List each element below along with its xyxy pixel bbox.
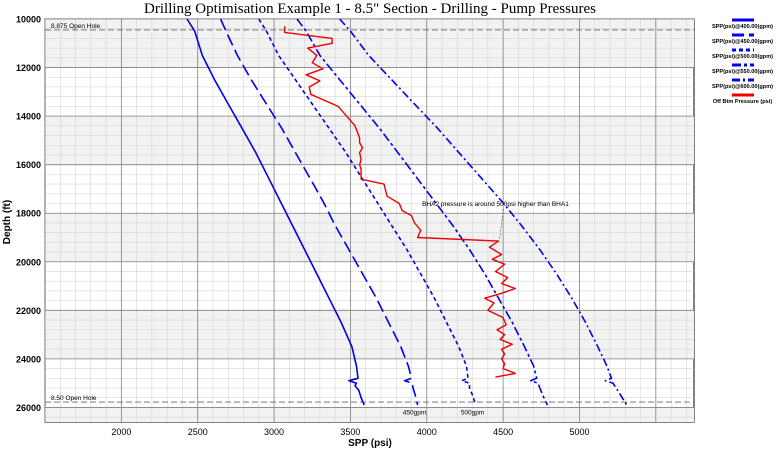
annotation-text: BHA2 pressure is around 500psi higher th…	[422, 201, 569, 208]
series-line-6	[284, 26, 516, 378]
y-tick-label: 24000	[16, 354, 41, 364]
legend-label: SPP(psi)@600.00(gpm)	[711, 84, 774, 90]
legend-item: SPP(psi)@450.00(gpm)	[703, 31, 782, 46]
chart-title: Drilling Optimisation Example 1 - 8.5" S…	[144, 1, 596, 17]
legend-label: Off Btm Pressure (psi)	[712, 99, 773, 105]
x-tick-labels: 2000 2500 3000 3500 4000 4500 5000	[111, 427, 589, 437]
y-axis-label: Depth (ft)	[2, 200, 13, 244]
x-tick-label: 3000	[264, 427, 284, 437]
x-axis-label: SPP (psi)	[348, 438, 392, 449]
legend-item: SPP(psi)@500.00(gpm)	[703, 46, 782, 61]
grid-band	[45, 407, 694, 422]
pump-pressure-chart: 2000 2500 3000 3500 4000 4500 5000 10000120001…	[2, 15, 695, 449]
legend-swatch	[731, 18, 754, 22]
legend-swatch	[731, 78, 754, 82]
x-tick-label: 4500	[493, 427, 513, 437]
annotations: 8.875 Open Hole 8.50 Open Hole BHA2 pressu…	[51, 23, 569, 417]
series-group	[186, 18, 628, 406]
y-tick-label: 18000	[16, 209, 41, 219]
minor-grid	[45, 19, 694, 422]
legend-swatch	[731, 48, 754, 52]
grid-band	[45, 116, 694, 165]
open-hole-label: 8.50 Open Hole	[51, 395, 97, 402]
x-tick-label: 4000	[417, 427, 437, 437]
legend-item: SPP(psi)@400.00(gpm)	[703, 16, 782, 31]
grid-band	[45, 310, 694, 359]
open-hole-label: 8.875 Open Hole	[51, 23, 101, 30]
legend: SPP(psi)@400.00(gpm) SPP(psi)@450.00(gpm)…	[703, 16, 782, 106]
legend-swatch	[731, 63, 754, 67]
series-line-3	[258, 18, 477, 406]
open-hole-markers	[45, 29, 694, 403]
y-tick-label: 12000	[16, 63, 41, 73]
annotation-text: 450gpm	[403, 410, 427, 417]
y-tick-label: 16000	[16, 160, 41, 170]
annotation-text: 500gpm	[461, 410, 485, 417]
legend-label: SPP(psi)@450.00(gpm)	[711, 39, 774, 45]
legend-label: SPP(psi)@400.00(gpm)	[711, 24, 774, 30]
series-line-5	[339, 18, 628, 406]
y-tick-label: 10000	[16, 15, 41, 25]
x-tick-label: 5000	[569, 427, 589, 437]
x-tick-label: 3500	[340, 427, 360, 437]
y-tick-label: 26000	[16, 403, 41, 413]
legend-item: SPP(psi)@550.00(gpm)	[703, 61, 782, 76]
y-tick-label: 14000	[16, 112, 41, 122]
legend-item: Off Btm Pressure (psi)	[703, 91, 782, 106]
grid-band	[45, 19, 694, 68]
series-line-4	[296, 18, 549, 406]
series-line-2	[219, 18, 419, 406]
series-line-1	[186, 18, 365, 406]
legend-label: SPP(psi)@500.00(gpm)	[711, 54, 774, 60]
legend-swatch	[731, 33, 754, 37]
x-tick-label: 2000	[111, 427, 131, 437]
grid-band	[45, 213, 694, 262]
x-tick-label: 2500	[188, 427, 208, 437]
annotation-pointer	[499, 208, 504, 241]
legend-item: SPP(psi)@600.00(gpm)	[703, 76, 782, 91]
y-tick-labels: 10000 12000 14000 16000 18000 20000 22000 24000…	[16, 15, 41, 413]
y-tick-label: 20000	[16, 257, 41, 267]
legend-label: SPP(psi)@550.00(gpm)	[711, 69, 774, 75]
legend-swatch	[731, 93, 754, 97]
y-tick-label: 22000	[16, 306, 41, 316]
